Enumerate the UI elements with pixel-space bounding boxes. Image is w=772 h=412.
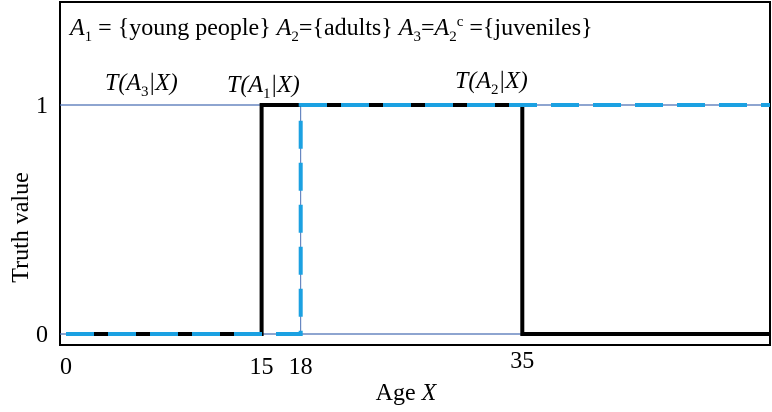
series-line-a3	[66, 103, 770, 336]
x-tick-label: 18	[289, 354, 313, 380]
curve-label-a2: T(A2|X)	[455, 68, 528, 98]
plot-frame	[59, 1, 771, 346]
chart-text: 0 1 0 15 18 35 Age X Truth value A1 = {young peo…	[8, 14, 593, 406]
series-lines	[66, 103, 770, 336]
x-axis-title: Age X	[376, 380, 438, 406]
x-tick-label: 15	[250, 354, 274, 380]
y-axis-title: Truth value	[8, 172, 34, 282]
curve-label-a3: T(A3|X)	[105, 70, 178, 100]
reference-lines	[60, 104, 770, 335]
series-line-a1	[66, 103, 770, 336]
y-tick-label: 0	[36, 322, 48, 348]
y-tick-label: 1	[36, 93, 48, 119]
x-tick-label: 0	[60, 354, 72, 380]
axes	[59, 1, 771, 346]
set-definitions: A1 = {young people} A2={adults} A3=A2c =…	[68, 14, 593, 45]
curve-label-a1: T(A1|X)	[227, 72, 300, 102]
x-tick-label: 35	[510, 348, 534, 374]
